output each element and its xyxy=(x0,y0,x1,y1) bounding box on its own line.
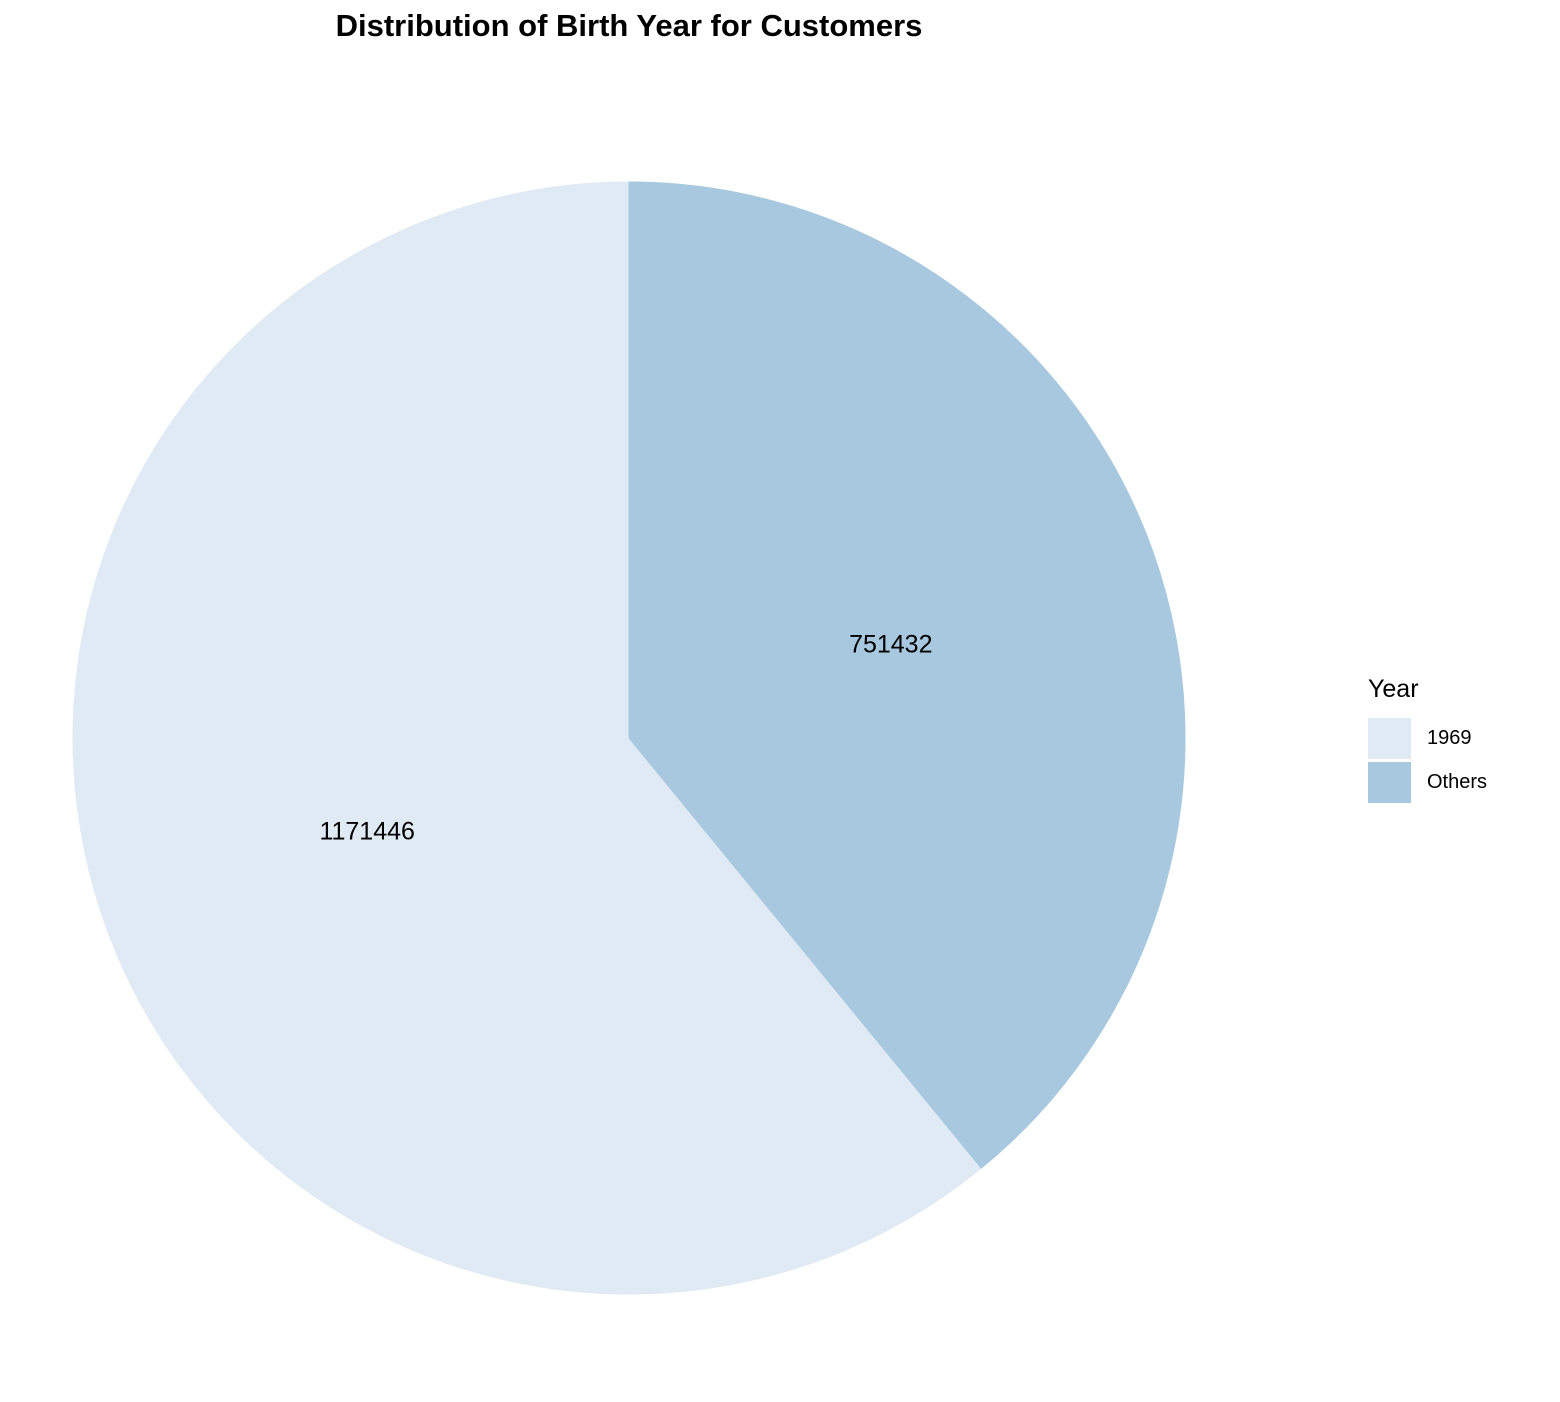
slice-label-others: 751432 xyxy=(849,630,932,658)
pie-labels: 1171446 751432 xyxy=(319,630,932,845)
pie-slice-others xyxy=(628,181,1186,1169)
legend-swatch xyxy=(1368,761,1411,803)
slice-label-1969: 1171446 xyxy=(319,818,414,846)
pie-slices xyxy=(72,181,1186,1295)
legend-title: Year xyxy=(1368,675,1419,703)
legend-label: 1969 xyxy=(1427,726,1472,749)
legend-label: Others xyxy=(1427,770,1488,793)
legend: Year 1969 Others xyxy=(1368,672,1487,804)
pie-slice-1969 xyxy=(72,181,982,1295)
legend-swatch xyxy=(1368,717,1411,759)
legend-item-1969: 1969 xyxy=(1368,716,1487,760)
chart-title: Distribution of Birth Year for Customers xyxy=(335,8,923,43)
legend-items: 1969 Others xyxy=(1368,716,1487,804)
legend-item-others: Others xyxy=(1368,760,1487,804)
